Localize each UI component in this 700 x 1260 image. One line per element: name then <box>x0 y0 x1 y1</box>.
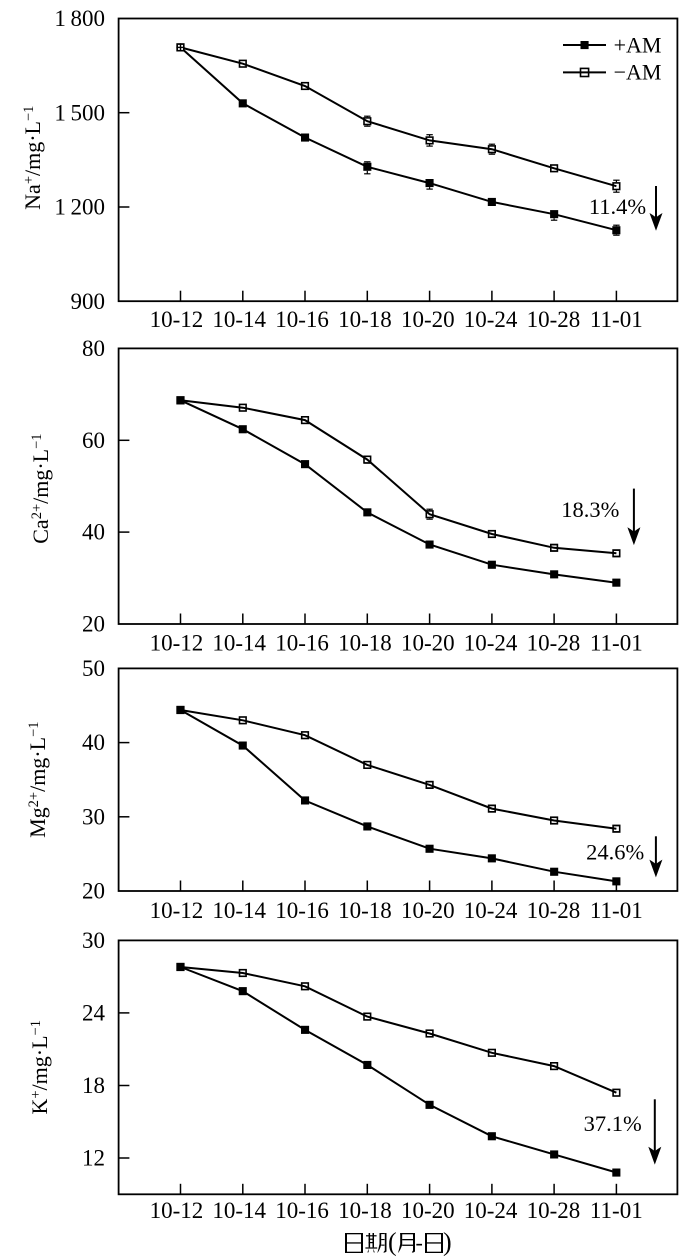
svg-text:10-14: 10-14 <box>212 898 266 923</box>
svg-text:30: 30 <box>82 804 105 829</box>
svg-text:10-24: 10-24 <box>464 631 518 656</box>
svg-text:10-28: 10-28 <box>527 307 581 332</box>
svg-text:10-12: 10-12 <box>150 898 204 923</box>
svg-text:37.1%: 37.1% <box>584 1111 642 1136</box>
svg-text:24.6%: 24.6% <box>586 840 644 865</box>
svg-text:+AM: +AM <box>614 32 662 57</box>
svg-text:10-28: 10-28 <box>527 1198 581 1223</box>
svg-text:10-14: 10-14 <box>212 307 266 332</box>
svg-text:1 800: 1 800 <box>54 6 105 31</box>
svg-text:10-24: 10-24 <box>464 898 518 923</box>
svg-text:900: 900 <box>71 289 106 314</box>
svg-text:12: 12 <box>82 1146 105 1171</box>
svg-text:10-18: 10-18 <box>338 307 392 332</box>
svg-text:40: 40 <box>82 520 105 545</box>
svg-text:10-16: 10-16 <box>275 307 329 332</box>
svg-text:10-12: 10-12 <box>150 631 204 656</box>
svg-text:−AM: −AM <box>614 59 662 84</box>
svg-text:10-20: 10-20 <box>401 307 455 332</box>
svg-text:18: 18 <box>82 1073 105 1098</box>
svg-text:10-24: 10-24 <box>464 1198 518 1223</box>
svg-text:40: 40 <box>82 730 105 755</box>
svg-text:20: 20 <box>82 612 105 637</box>
svg-text:10-18: 10-18 <box>338 631 392 656</box>
svg-text:-: - <box>416 1230 423 1255</box>
svg-text:Mg2+/mg·L−1: Mg2+/mg·L−1 <box>25 721 50 837</box>
svg-text:(: ( <box>388 1228 397 1257</box>
svg-text:1 200: 1 200 <box>54 195 105 220</box>
svg-text:10-28: 10-28 <box>527 898 581 923</box>
svg-text:11-01: 11-01 <box>590 307 643 332</box>
svg-text:10-20: 10-20 <box>401 1198 455 1223</box>
svg-text:10-12: 10-12 <box>150 1198 204 1223</box>
svg-text:11-01: 11-01 <box>590 631 643 656</box>
svg-text:30: 30 <box>82 928 105 953</box>
svg-text:Na+/mg·L−1: Na+/mg·L−1 <box>20 106 45 210</box>
svg-text:20: 20 <box>82 879 105 904</box>
svg-text:11-01: 11-01 <box>590 1198 643 1223</box>
svg-text:60: 60 <box>82 428 105 453</box>
svg-text:10-16: 10-16 <box>275 1198 329 1223</box>
svg-text:10-18: 10-18 <box>338 1198 392 1223</box>
svg-text:10-12: 10-12 <box>150 307 204 332</box>
svg-text:10-20: 10-20 <box>401 898 455 923</box>
svg-text:11.4%: 11.4% <box>589 194 646 219</box>
svg-text:10-24: 10-24 <box>464 307 518 332</box>
svg-text:80: 80 <box>82 336 105 361</box>
svg-text:10-16: 10-16 <box>275 898 329 923</box>
svg-text:10-18: 10-18 <box>338 898 392 923</box>
svg-text:11-01: 11-01 <box>590 898 643 923</box>
svg-text:18.3%: 18.3% <box>561 497 619 522</box>
svg-text:Ca2+/mg·L−1: Ca2+/mg·L−1 <box>28 433 53 543</box>
svg-text:10-16: 10-16 <box>275 631 329 656</box>
svg-text:24: 24 <box>82 1001 106 1026</box>
svg-text:50: 50 <box>82 656 105 681</box>
svg-text:10-28: 10-28 <box>527 631 581 656</box>
svg-text:1 500: 1 500 <box>54 100 105 125</box>
svg-text:): ) <box>443 1228 452 1257</box>
svg-text:10-14: 10-14 <box>212 631 266 656</box>
svg-text:K+/mg·L−1: K+/mg·L−1 <box>27 1020 52 1115</box>
svg-text:10-20: 10-20 <box>401 631 455 656</box>
svg-text:10-14: 10-14 <box>212 1198 266 1223</box>
